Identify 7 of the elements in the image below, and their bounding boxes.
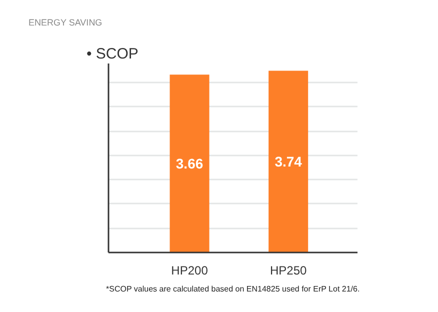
x-tick-label: HP250 bbox=[270, 264, 308, 278]
data-label: 3.74 bbox=[274, 154, 302, 170]
x-tick-label: HP200 bbox=[171, 264, 208, 278]
data-label: 3.66 bbox=[176, 156, 204, 172]
chart-subtitle: • SCOP bbox=[86, 46, 138, 62]
text: *SCOP values are calculated based on EN14825 used for ErP Lot 21/6. bbox=[106, 284, 360, 294]
chart-title: ENERGY SAVING bbox=[28, 18, 102, 28]
